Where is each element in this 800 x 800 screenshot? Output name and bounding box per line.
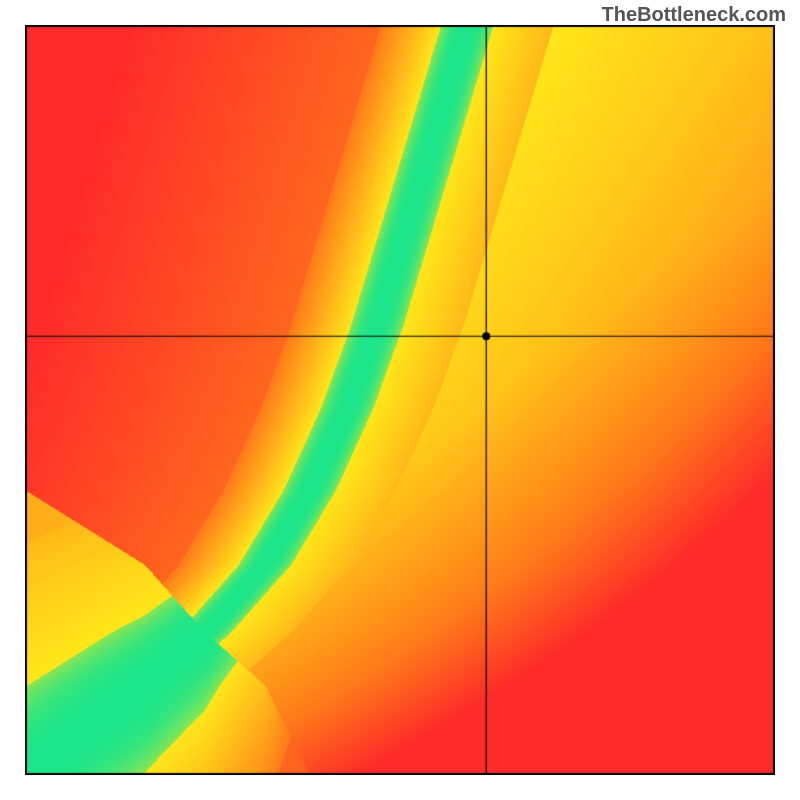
watermark-text: TheBottleneck.com [602,4,786,27]
heatmap-plot [25,25,775,775]
crosshair-overlay [25,25,775,775]
